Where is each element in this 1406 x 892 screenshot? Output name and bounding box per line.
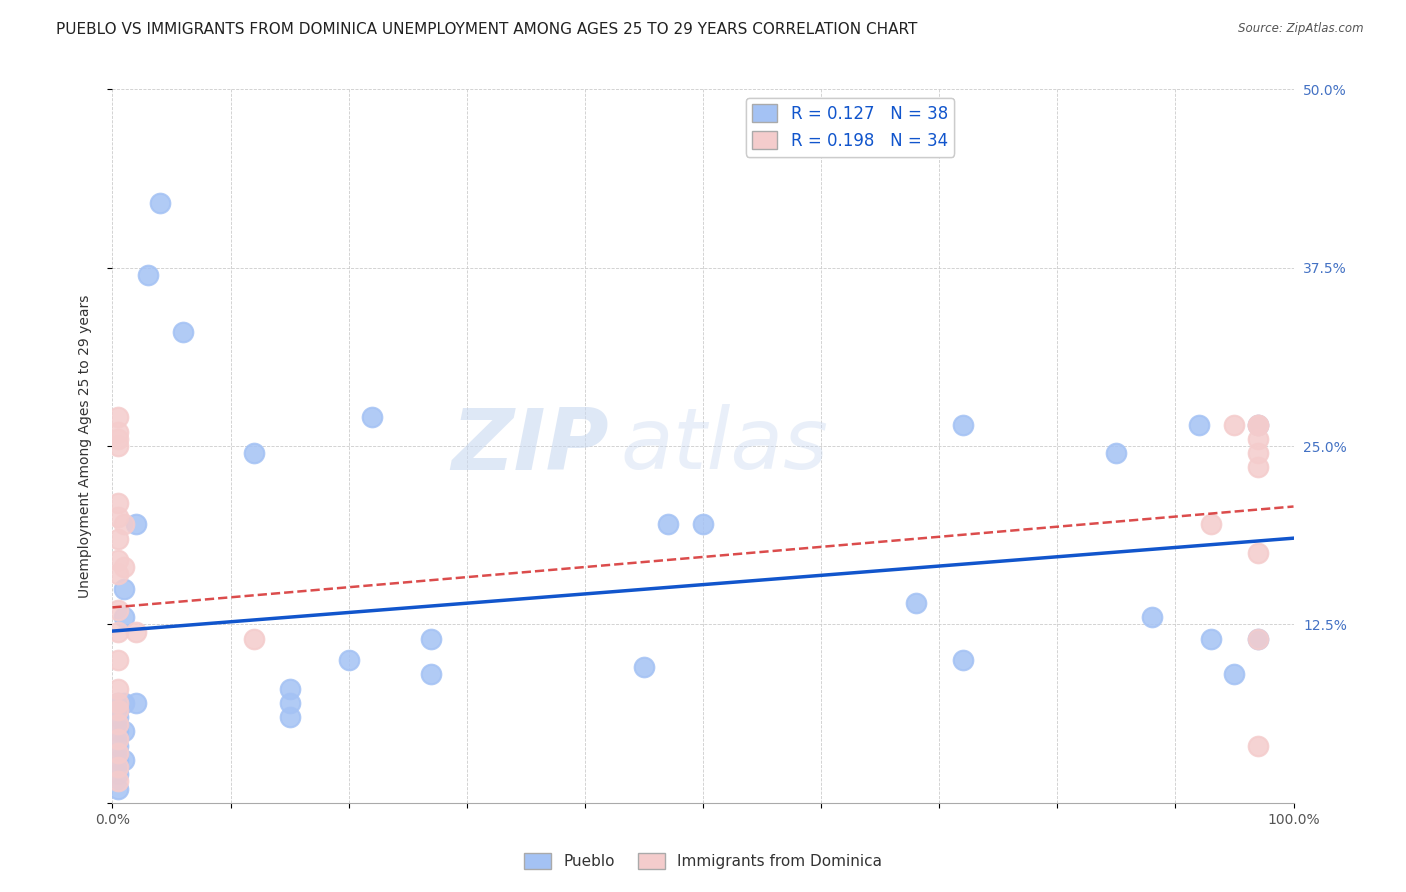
- Point: [107, 781, 129, 796]
- Point: [107, 553, 129, 567]
- Point: [337, 653, 360, 667]
- Point: [278, 681, 301, 696]
- Point: [904, 596, 927, 610]
- Point: [107, 653, 129, 667]
- Point: [278, 696, 301, 710]
- Point: [1223, 417, 1246, 432]
- Point: [1199, 517, 1222, 532]
- Point: [107, 432, 129, 446]
- Point: [1247, 417, 1270, 432]
- Point: [107, 532, 129, 546]
- Point: [107, 681, 129, 696]
- Point: [107, 510, 129, 524]
- Point: [107, 767, 129, 781]
- Point: [136, 268, 159, 282]
- Point: [107, 774, 129, 789]
- Point: [112, 753, 135, 767]
- Point: [107, 696, 129, 710]
- Point: [107, 624, 129, 639]
- Point: [1247, 432, 1270, 446]
- Point: [107, 746, 129, 760]
- Point: [1188, 417, 1211, 432]
- Point: [112, 724, 135, 739]
- Point: [149, 196, 172, 211]
- Point: [1247, 546, 1270, 560]
- Point: [1247, 739, 1270, 753]
- Point: [112, 582, 135, 596]
- Point: [243, 632, 266, 646]
- Point: [1247, 632, 1270, 646]
- Point: [1105, 446, 1128, 460]
- Point: [278, 710, 301, 724]
- Point: [1140, 610, 1163, 624]
- Point: [1223, 667, 1246, 681]
- Point: [107, 410, 129, 425]
- Point: [125, 624, 148, 639]
- Point: [952, 417, 974, 432]
- Point: [952, 653, 974, 667]
- Point: [112, 560, 135, 574]
- Point: [112, 696, 135, 710]
- Point: [172, 325, 194, 339]
- Point: [361, 410, 384, 425]
- Point: [107, 603, 129, 617]
- Point: [107, 760, 129, 774]
- Point: [657, 517, 679, 532]
- Point: [125, 696, 148, 710]
- Point: [112, 610, 135, 624]
- Point: [420, 632, 443, 646]
- Point: [107, 496, 129, 510]
- Point: [633, 660, 655, 674]
- Point: [1247, 460, 1270, 475]
- Point: [107, 717, 129, 731]
- Point: [1199, 632, 1222, 646]
- Legend: Pueblo, Immigrants from Dominica: Pueblo, Immigrants from Dominica: [517, 847, 889, 875]
- Point: [107, 753, 129, 767]
- Point: [107, 739, 129, 753]
- Point: [420, 667, 443, 681]
- Text: Source: ZipAtlas.com: Source: ZipAtlas.com: [1239, 22, 1364, 36]
- Point: [1247, 417, 1270, 432]
- Y-axis label: Unemployment Among Ages 25 to 29 years: Unemployment Among Ages 25 to 29 years: [77, 294, 91, 598]
- Text: ZIP: ZIP: [451, 404, 609, 488]
- Point: [107, 710, 129, 724]
- Point: [107, 731, 129, 746]
- Point: [1247, 417, 1270, 432]
- Point: [125, 517, 148, 532]
- Point: [107, 439, 129, 453]
- Point: [107, 696, 129, 710]
- Point: [112, 517, 135, 532]
- Point: [107, 425, 129, 439]
- Text: atlas: atlas: [620, 404, 828, 488]
- Point: [107, 567, 129, 582]
- Point: [107, 703, 129, 717]
- Point: [1247, 632, 1270, 646]
- Point: [107, 724, 129, 739]
- Text: PUEBLO VS IMMIGRANTS FROM DOMINICA UNEMPLOYMENT AMONG AGES 25 TO 29 YEARS CORREL: PUEBLO VS IMMIGRANTS FROM DOMINICA UNEMP…: [56, 22, 918, 37]
- Point: [243, 446, 266, 460]
- Point: [1247, 446, 1270, 460]
- Point: [692, 517, 714, 532]
- Legend: R = 0.127   N = 38, R = 0.198   N = 34: R = 0.127 N = 38, R = 0.198 N = 34: [745, 97, 955, 156]
